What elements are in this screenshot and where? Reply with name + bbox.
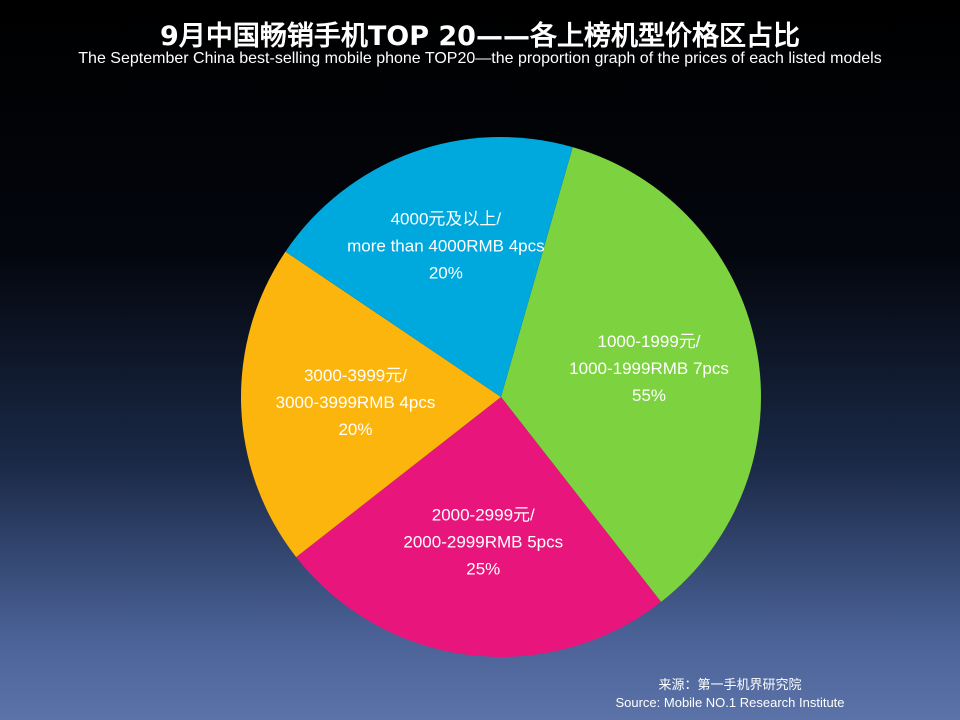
- slice-label-price-cn: 3000-3999元/: [304, 366, 407, 385]
- slice-label-price-en: 2000-2999RMB 5pcs: [403, 533, 563, 552]
- slice-label-price-cn: 2000-2999元/: [432, 506, 535, 525]
- pie-slice-1000-1999: [501, 147, 761, 602]
- slice-label-percent: 55%: [632, 386, 666, 405]
- slice-label-percent: 20%: [429, 264, 463, 283]
- slice-label-price-en: 1000-1999RMB 7pcs: [569, 359, 729, 378]
- slice-label-price-en: more than 4000RMB 4pcs: [347, 237, 545, 256]
- chart-title: 9月中国畅销手机TOP 20——各上榜机型价格区占比: [160, 21, 800, 52]
- pie-slice-2000-2999: [296, 397, 662, 658]
- pie-slice-3000-3999: [240, 251, 501, 558]
- chart-subtitle: The September China best-selling mobile …: [78, 50, 882, 67]
- slice-label-3000-3999: 3000-3999元/3000-3999RMB 4pcs 20%: [276, 366, 436, 439]
- pie-slice-4000-plus: [285, 136, 573, 397]
- slice-label-4000-plus: 4000元及以上/more than 4000RMB 4pcs 20%: [347, 210, 545, 283]
- slice-label-percent: 20%: [338, 420, 372, 439]
- slice-label-1000-1999: 1000-1999元/1000-1999RMB 7pcs 55%: [569, 332, 729, 405]
- slice-label-2000-2999: 2000-2999元/2000-2999RMB 5pcs 25%: [403, 506, 563, 579]
- slice-label-price-en: 3000-3999RMB 4pcs: [276, 393, 436, 412]
- source-cn: 来源：第一手机界研究院: [658, 677, 802, 692]
- source-en: Source: Mobile NO.1 Research Institute: [615, 695, 845, 710]
- slice-label-percent: 25%: [466, 560, 500, 579]
- source-note: 来源：第一手机界研究院 Source: Mobile NO.1 Research…: [600, 676, 860, 712]
- slice-label-price-cn: 4000元及以上/: [391, 210, 502, 229]
- slice-label-price-cn: 1000-1999元/: [598, 332, 701, 351]
